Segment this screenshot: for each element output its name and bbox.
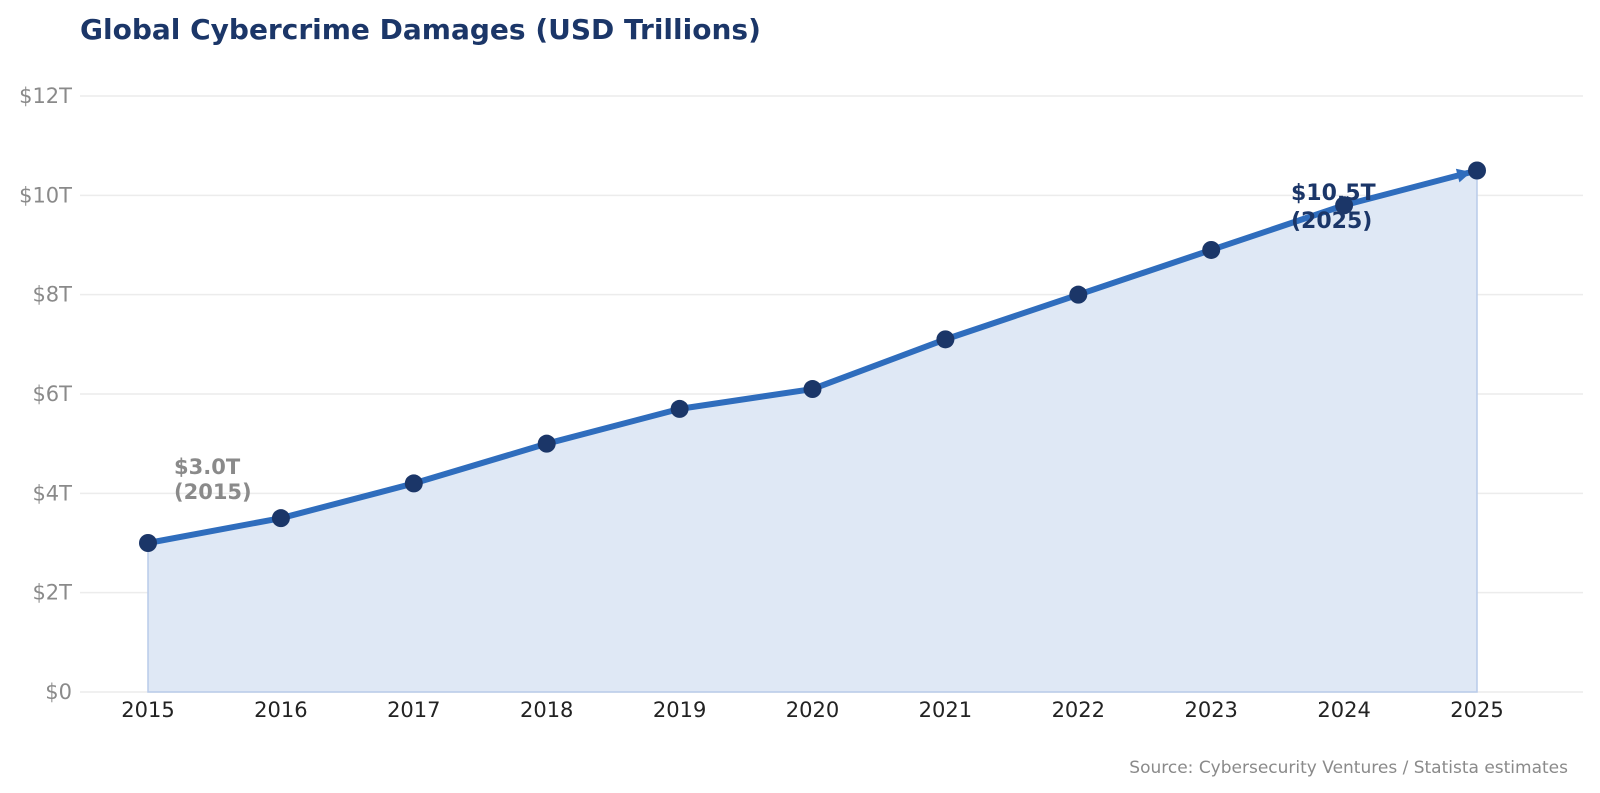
end-value-annotation: $10.5T (2025) <box>1291 181 1383 234</box>
y-axis-tick-labels: $0 $2T $4T $6T $8T $10T $12T <box>19 84 72 704</box>
x-tick-label: 2020 <box>786 698 839 722</box>
end-annotation-year: (2025) <box>1291 209 1372 234</box>
data-point-2025 <box>1468 161 1486 180</box>
data-point-2020 <box>803 380 822 399</box>
x-tick-label: 2018 <box>520 698 573 722</box>
y-tick-label: $12T <box>19 84 72 108</box>
area-fill <box>147 169 1478 693</box>
x-tick-label: 2019 <box>653 698 706 722</box>
x-tick-label: 2021 <box>919 698 972 722</box>
y-tick-label: $10T <box>19 183 72 207</box>
y-tick-label: $4T <box>32 481 72 505</box>
start-annotation-value: $3.0T <box>174 455 241 479</box>
x-tick-label: 2025 <box>1450 698 1503 722</box>
y-tick-label: $0 <box>45 680 72 704</box>
x-tick-label: 2024 <box>1317 698 1370 722</box>
start-annotation-year: (2015) <box>174 480 252 504</box>
x-tick-label: 2016 <box>254 698 307 722</box>
data-point-2016 <box>271 509 290 528</box>
x-tick-label: 2023 <box>1184 698 1237 722</box>
trend-arrowhead <box>1455 168 1472 183</box>
y-tick-label: $8T <box>32 283 72 307</box>
data-point-2021 <box>936 330 955 349</box>
start-value-annotation: $3.0T (2015) <box>174 455 252 504</box>
y-tick-label: $6T <box>32 382 72 406</box>
y-tick-label: $2T <box>32 581 72 605</box>
source-note: Source: Cybersecurity Ventures / Statist… <box>1129 758 1568 778</box>
data-point-2024 <box>1335 196 1354 215</box>
x-tick-label: 2017 <box>387 698 440 722</box>
chart-title: Global Cybercrime Damages (USD Trillions… <box>80 13 761 46</box>
data-point-2017 <box>404 474 423 493</box>
x-tick-label: 2015 <box>121 698 174 722</box>
data-point-2022 <box>1069 285 1088 304</box>
area-fill-layer <box>147 169 1478 693</box>
x-axis-tick-labels: 2015 2016 2017 2018 2019 2020 2021 2022 2023 2024… <box>121 698 1503 722</box>
data-point-2018 <box>537 434 556 453</box>
data-point-2015 <box>139 534 157 552</box>
data-point-2019 <box>670 399 689 418</box>
end-annotation-value: $10.5T <box>1291 181 1376 206</box>
data-point-2023 <box>1202 240 1221 259</box>
x-tick-label: 2022 <box>1052 698 1105 722</box>
data-point-layer <box>139 161 1486 552</box>
